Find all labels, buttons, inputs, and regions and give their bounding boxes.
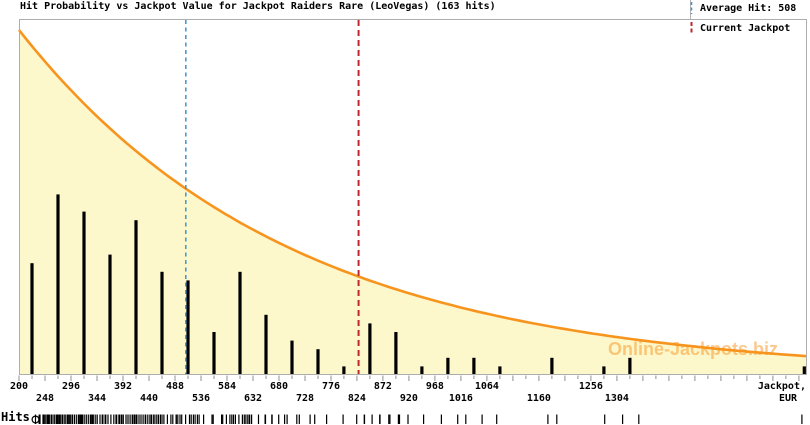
current-jackpot-dashed-line-icon [690, 22, 693, 34]
histogram-bar [212, 332, 216, 375]
x-tick-label: 872 [374, 381, 392, 392]
x-tick-label: 248 [36, 393, 54, 404]
histogram-bar [420, 366, 424, 375]
histogram-bar [802, 366, 806, 375]
x-tick-label: 488 [166, 381, 184, 392]
hits-rug-label: Hits [1, 410, 30, 424]
histogram-bar [342, 366, 346, 375]
chart-title: Hit Probability vs Jackpot Value for Jac… [20, 1, 496, 12]
legend-average-hit-label: Average Hit: 508 [700, 2, 797, 14]
histogram-bar [134, 220, 138, 375]
x-tick-label: 1160 [527, 393, 551, 404]
x-tick-label: 392 [114, 381, 132, 392]
x-tick-label: 344 [88, 393, 106, 404]
histogram-bar [30, 263, 34, 375]
histogram-bar [498, 366, 502, 375]
probability-curve [17, 29, 808, 358]
histogram-bar [186, 280, 190, 375]
x-tick-label: 200 [10, 381, 28, 392]
histogram-bar [82, 211, 86, 375]
x-tick-label: 776 [322, 381, 340, 392]
watermark: Online-Jackpots.biz [608, 339, 778, 359]
x-tick-label: 968 [426, 381, 444, 392]
x-tick-label: 440 [140, 393, 158, 404]
histogram-bar [446, 357, 450, 375]
legend-average-hit: Average Hit: 508 [689, 1, 796, 15]
legend-current-jackpot-label: Current Jackpot [700, 22, 791, 34]
x-tick-label: 1304 [605, 393, 629, 404]
histogram-bar [290, 340, 294, 375]
x-tick-label: 1064 [475, 381, 499, 392]
plot-border [19, 19, 807, 375]
hits-marker-circle-icon [31, 415, 40, 424]
histogram-bar [602, 366, 606, 375]
x-tick-label: 1016 [449, 393, 473, 404]
x-tick-label: 920 [400, 393, 418, 404]
histogram-bar [368, 323, 372, 375]
legend-current-jackpot: Current Jackpot [689, 21, 790, 35]
histogram-bar [628, 357, 632, 375]
histogram-bar [472, 357, 476, 375]
x-tick-label: 728 [296, 393, 314, 404]
x-tick-label: 584 [218, 381, 236, 392]
histogram-bar [264, 314, 268, 375]
x-axis-unit-line2: EUR [779, 393, 798, 404]
x-tick-label: 632 [244, 393, 262, 404]
histogram-bar [160, 271, 164, 375]
x-tick-label: 824 [348, 393, 366, 404]
x-axis-unit-line1: Jackpot, [758, 381, 806, 392]
histogram-bar [108, 254, 112, 375]
histogram-bar [238, 271, 242, 375]
x-tick-label: 680 [270, 381, 288, 392]
x-tick-label: 1256 [579, 381, 603, 392]
histogram-bar [316, 349, 320, 375]
average-hit-dashed-line-icon [690, 2, 693, 14]
histogram-bar [56, 194, 60, 375]
legend-separator [690, 0, 691, 19]
x-tick-label: 296 [62, 381, 80, 392]
histogram-bar [394, 332, 398, 375]
histogram-bar [550, 357, 554, 375]
x-tick-label: 536 [192, 393, 210, 404]
probability-area [19, 30, 807, 375]
